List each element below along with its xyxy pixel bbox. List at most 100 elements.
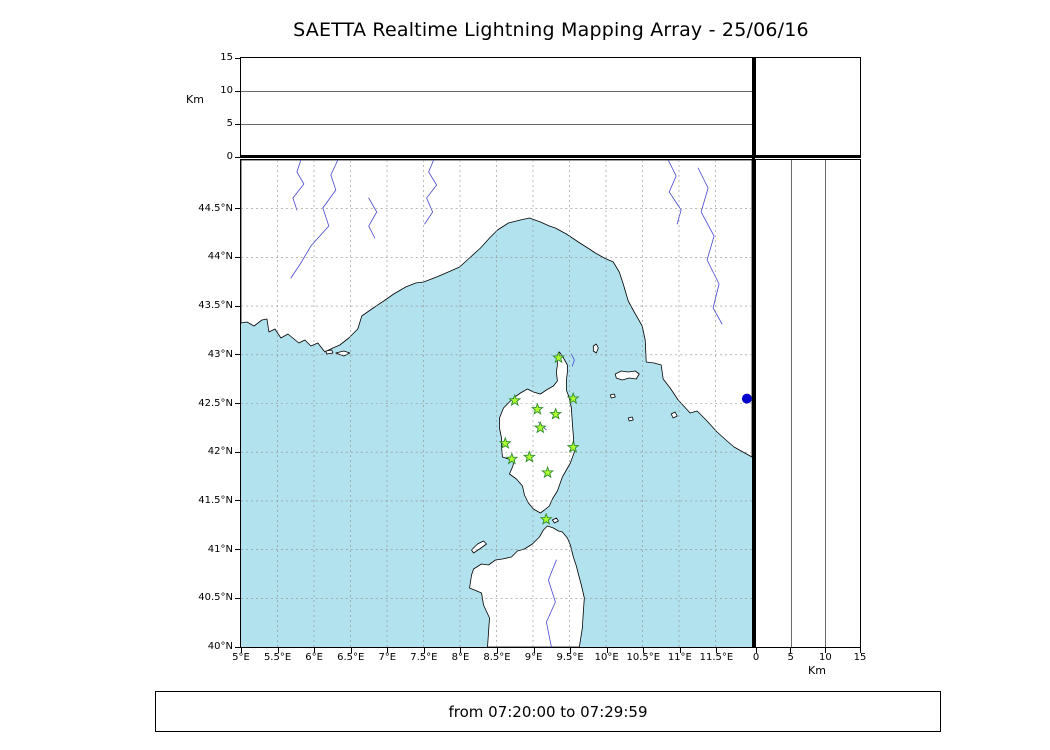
altitude-tick-label: 10: [220, 85, 233, 96]
lma-station-marker: [541, 465, 555, 479]
lon-tick-mark: [387, 648, 389, 653]
figure-title: SAETTA Realtime Lightning Mapping Array …: [293, 19, 809, 41]
lon-tick-mark: [533, 648, 535, 653]
altitude-tick-mark: [859, 648, 861, 653]
altitude-gridline: [825, 160, 827, 647]
corner-panel: [755, 57, 861, 158]
rivers: [290, 160, 723, 647]
lat-tick-label: 40.5°N: [198, 592, 233, 604]
river-line: [570, 353, 575, 367]
altitude-tick-mark: [235, 90, 240, 92]
altitude-tick-label: 15: [853, 652, 867, 663]
island-giglio: [670, 411, 678, 419]
lma-station-marker: [508, 393, 522, 407]
lon-tick-mark: [241, 648, 242, 653]
river-line: [292, 160, 305, 211]
lat-tick-label: 42°N: [207, 446, 233, 458]
land-sardinia: [469, 525, 585, 647]
altitude-tick-label: 10: [818, 652, 832, 663]
lon-tick-label: 5°E: [232, 652, 250, 663]
lma-station-marker: [505, 452, 519, 465]
event-markers: [741, 393, 752, 404]
altitude-tick-mark: [235, 57, 240, 59]
lon-tick-mark: [423, 648, 425, 653]
lma-station-marker: [498, 436, 512, 449]
map-canvas: [241, 160, 752, 647]
lon-tick-label: 5.5°E: [263, 652, 292, 663]
island-elba: [614, 370, 640, 381]
lon-tick-mark: [497, 648, 498, 653]
altitude-tick-mark: [235, 123, 240, 125]
lon-tick-mark: [643, 648, 645, 653]
time-window-text: from 07:20:00 to 07:29:59: [448, 702, 648, 721]
lma-station-marker: [552, 350, 565, 364]
lma-station-marker: [549, 407, 563, 420]
altitude-tick-label: 5: [226, 118, 233, 129]
lat-tick-mark: [235, 403, 240, 404]
lma-station-marker: [522, 450, 536, 463]
lat-tick-mark: [235, 305, 240, 307]
altitude-tick-label: 0: [226, 151, 233, 162]
lma-station-marker: [566, 391, 580, 405]
lat-tick-mark: [235, 549, 240, 551]
altitude-tick-label: 15: [220, 52, 233, 63]
lat-tick-mark: [235, 597, 240, 599]
lat-tick-mark: [235, 646, 240, 648]
event-dot-marker: [741, 393, 752, 404]
lat-tick-label: 43.5°N: [198, 300, 233, 312]
lon-tick-mark: [716, 648, 718, 653]
lma-station-marker: [539, 512, 553, 525]
altitude-tick-label: 0: [752, 652, 760, 663]
island-maddalena: [551, 517, 559, 524]
lon-tick-label: 10.5°E: [626, 652, 661, 663]
altitude-gridline: [790, 160, 792, 647]
altitude-axis-label-left: Km: [186, 93, 204, 106]
altitude-latitude-panel: [755, 159, 861, 648]
lat-tick-mark: [235, 354, 240, 356]
altitude-longitude-panel: [240, 57, 753, 158]
lon-tick-mark: [606, 648, 608, 653]
island-hyeres-2: [325, 349, 334, 355]
altitude-gridline: [241, 91, 752, 92]
lat-tick-label: 43°N: [207, 348, 233, 360]
lon-tick-label: 7.5°E: [410, 652, 438, 663]
altitude-tick-mark: [755, 648, 757, 653]
lon-tick-label: 10°E: [594, 652, 619, 663]
lat-tick-label: 44°N: [207, 251, 233, 263]
time-window-bar: from 07:20:00 to 07:29:59: [155, 691, 941, 732]
island-asinara: [471, 540, 487, 554]
lon-tick-label: 6.5°E: [337, 652, 365, 663]
lon-tick-label: 9.5°E: [556, 652, 584, 663]
lma-station-marker: [530, 402, 544, 415]
altitude-tick-mark: [824, 648, 826, 653]
altitude-tick-mark: [235, 156, 240, 158]
river-line: [545, 559, 557, 647]
lat-tick-mark: [235, 208, 240, 210]
lon-tick-mark: [314, 648, 316, 653]
panel-divider-vertical: [752, 57, 755, 648]
altitude-tick-label: 5: [787, 652, 794, 663]
lma-stations: [498, 350, 580, 525]
lon-tick-label: 11.5°E: [699, 652, 734, 663]
lma-station-marker: [566, 440, 580, 453]
river-line: [290, 160, 339, 279]
river-line: [667, 160, 682, 225]
river-line: [424, 160, 438, 225]
lon-tick-mark: [277, 648, 279, 653]
lon-tick-mark: [570, 648, 572, 653]
altitude-axis-label-bottom: Km: [808, 664, 826, 677]
land-mainland-coast: [241, 160, 752, 458]
lon-tick-label: 8°E: [451, 652, 470, 663]
island-montecristo: [627, 416, 634, 422]
altitude-tick-mark: [790, 648, 792, 653]
river-line: [368, 197, 378, 239]
map-grid: [241, 160, 752, 647]
island-pianosa: [609, 393, 616, 399]
lat-tick-label: 42.5°N: [198, 397, 233, 409]
lon-tick-mark: [350, 648, 352, 653]
lon-tick-label: 11°E: [667, 652, 692, 663]
river-line: [697, 167, 723, 325]
lon-tick-label: 8.5°E: [483, 652, 511, 663]
altitude-gridline: [241, 124, 752, 125]
